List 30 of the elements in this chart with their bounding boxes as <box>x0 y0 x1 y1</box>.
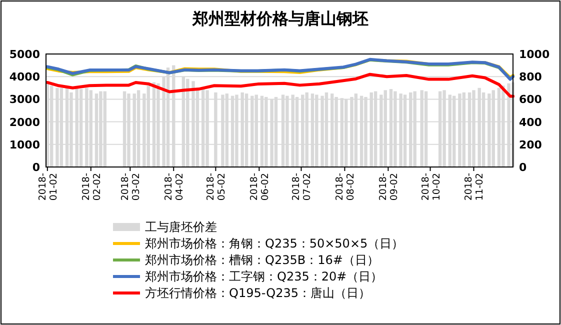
x-tick-label: 2018-09-02 <box>378 173 400 201</box>
x-tick-label: 2018-03-02 <box>120 173 142 201</box>
legend-label: 郑州市场价格：槽钢：Q235B：16#（日） <box>145 253 379 267</box>
y2-tick-label: 400 <box>519 116 542 129</box>
y-tick-label: 0 <box>32 161 40 174</box>
y-tick-label: 3000 <box>9 93 40 106</box>
y-tick-label: 5000 <box>9 48 40 61</box>
x-tick-label: 2018-06-02 <box>249 173 272 201</box>
y-tick-label: 2000 <box>9 116 40 129</box>
x-tick-label: 2018-01-02 <box>37 173 60 201</box>
legend-label: 方坯行情价格：Q195-Q235：唐山（日） <box>145 286 370 300</box>
y2-tick-label: 800 <box>519 70 542 84</box>
line-series <box>46 72 514 98</box>
x-tick-label: 2018-10-02 <box>420 173 442 201</box>
x-tick-label: 2018-02-02 <box>80 173 103 201</box>
legend-label: 郑州市场价格：工字钢：Q235：20#（日） <box>145 270 383 284</box>
chart-title: 郑州型材价格与唐山钢坯 <box>192 9 368 28</box>
y2-tick-label: 0 <box>519 161 527 174</box>
y2-tick-label: 200 <box>519 138 542 152</box>
y-tick-label: 1000 <box>9 138 40 152</box>
x-tick-label: 2018-08-02 <box>334 173 357 201</box>
y-tick-label: 4000 <box>9 70 40 84</box>
x-tick-label: 2018-07-02 <box>291 173 314 201</box>
x-tick-label: 2018-11-02 <box>464 173 486 201</box>
x-tick-label: 2018-04-02 <box>164 173 186 201</box>
legend-label: 郑州市场价格：角钢：Q235：50×50×5（日） <box>145 236 404 250</box>
x-tick-label: 2018-05-02 <box>206 173 228 201</box>
y2-tick-label: 1000 <box>519 48 550 61</box>
y2-tick-label: 600 <box>519 93 542 106</box>
legend-label: 工与唐坯价差 <box>145 220 217 234</box>
